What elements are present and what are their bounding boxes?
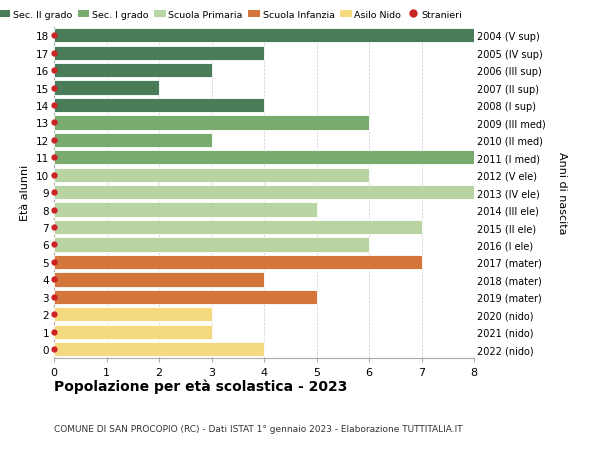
- Bar: [54, 255, 421, 269]
- Bar: [54, 185, 474, 200]
- Bar: [54, 220, 421, 235]
- Bar: [54, 81, 159, 95]
- Y-axis label: Età alunni: Età alunni: [20, 165, 31, 221]
- Bar: [54, 290, 317, 304]
- Bar: [54, 151, 474, 165]
- Bar: [54, 46, 264, 61]
- Bar: [54, 325, 212, 339]
- Bar: [54, 134, 212, 148]
- Bar: [54, 308, 212, 322]
- Bar: [54, 203, 317, 217]
- Bar: [54, 64, 212, 78]
- Legend: Sec. II grado, Sec. I grado, Scuola Primaria, Scuola Infanzia, Asilo Nido, Stran: Sec. II grado, Sec. I grado, Scuola Prim…: [0, 11, 462, 20]
- Bar: [54, 29, 474, 43]
- Bar: [54, 116, 369, 130]
- Bar: [54, 342, 264, 357]
- Text: Popolazione per età scolastica - 2023: Popolazione per età scolastica - 2023: [54, 379, 347, 393]
- Bar: [54, 273, 264, 287]
- Bar: [54, 238, 369, 252]
- Bar: [54, 99, 264, 113]
- Bar: [54, 168, 369, 183]
- Text: COMUNE DI SAN PROCOPIO (RC) - Dati ISTAT 1° gennaio 2023 - Elaborazione TUTTITAL: COMUNE DI SAN PROCOPIO (RC) - Dati ISTAT…: [54, 425, 463, 434]
- Y-axis label: Anni di nascita: Anni di nascita: [557, 151, 566, 234]
